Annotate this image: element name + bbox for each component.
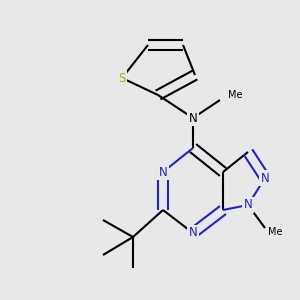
Text: N: N — [189, 112, 197, 124]
Text: N: N — [261, 172, 269, 184]
Text: S: S — [118, 71, 126, 85]
Text: N: N — [244, 199, 252, 212]
Text: Me: Me — [268, 227, 283, 237]
Text: N: N — [189, 226, 197, 239]
Text: Me: Me — [228, 90, 242, 100]
Text: N: N — [159, 166, 167, 178]
